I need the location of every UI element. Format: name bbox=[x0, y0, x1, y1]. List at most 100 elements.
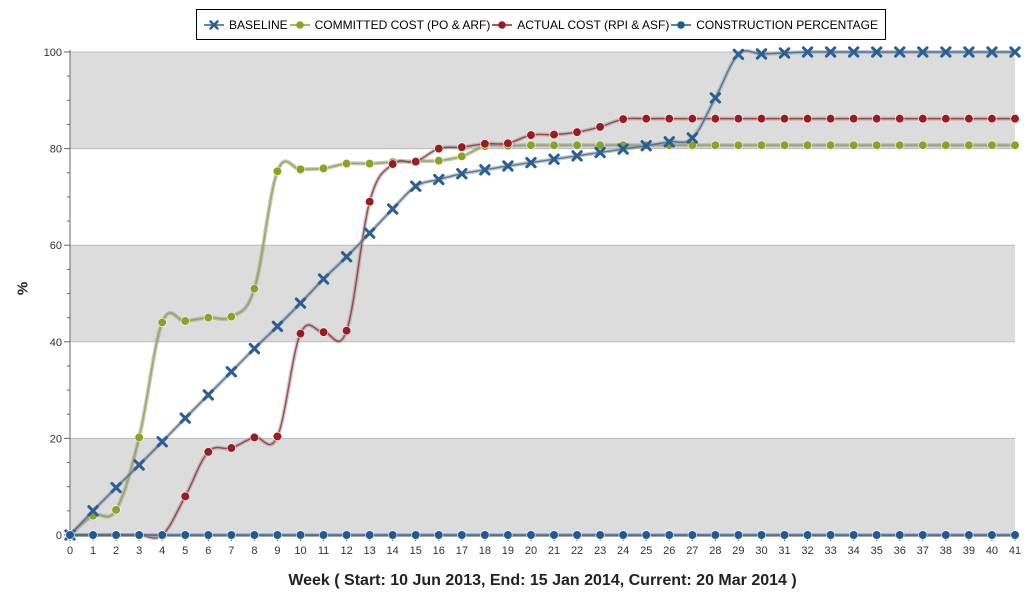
data-point bbox=[687, 530, 697, 540]
data-point bbox=[940, 46, 952, 58]
x-tick-label: 27 bbox=[686, 545, 698, 557]
data-point bbox=[340, 251, 353, 263]
data-point bbox=[549, 129, 559, 140]
data-point bbox=[595, 530, 605, 540]
legend-dot-icon bbox=[492, 20, 513, 29]
x-tick-label: 26 bbox=[663, 545, 675, 557]
data-point bbox=[133, 459, 145, 471]
x-tick-label: 3 bbox=[136, 545, 142, 557]
data-point bbox=[341, 326, 352, 336]
data-point bbox=[548, 153, 560, 165]
series-actual-cost-rpi-asf bbox=[65, 114, 1020, 541]
data-point bbox=[87, 505, 99, 517]
data-point bbox=[595, 122, 605, 132]
x-tick-label: 2 bbox=[113, 545, 119, 557]
data-point bbox=[318, 327, 329, 337]
data-point bbox=[479, 164, 491, 176]
x-tick-label: 11 bbox=[318, 545, 329, 557]
data-point bbox=[249, 432, 259, 443]
x-tick-label: 1 bbox=[90, 545, 96, 557]
data-point bbox=[365, 197, 375, 207]
y-tick-label: 40 bbox=[50, 337, 62, 349]
data-point bbox=[456, 168, 468, 180]
x-tick-label: 34 bbox=[848, 545, 860, 557]
x-tick-label: 0 bbox=[67, 545, 73, 557]
data-point bbox=[802, 530, 813, 540]
data-point bbox=[918, 530, 928, 540]
data-point bbox=[365, 530, 375, 540]
x-tick-label: 16 bbox=[433, 545, 445, 557]
data-point bbox=[1010, 114, 1020, 124]
data-point bbox=[433, 173, 445, 186]
x-tick-label: 5 bbox=[182, 545, 188, 557]
data-point bbox=[986, 46, 998, 58]
data-point bbox=[847, 46, 860, 58]
data-point bbox=[594, 146, 606, 159]
x-tick-label: 36 bbox=[894, 545, 906, 557]
data-point bbox=[710, 140, 720, 150]
data-point bbox=[525, 156, 537, 169]
data-point bbox=[964, 114, 974, 124]
data-point bbox=[871, 46, 883, 58]
data-point bbox=[88, 530, 98, 540]
y-tick-label: 100 bbox=[44, 47, 62, 59]
data-point bbox=[849, 114, 859, 124]
data-point bbox=[779, 530, 790, 540]
data-point bbox=[918, 140, 928, 150]
x-tick-label: 9 bbox=[274, 545, 280, 557]
y-axis-ticks: 0 20 40 60 80 100 bbox=[44, 47, 70, 542]
data-point bbox=[111, 530, 121, 540]
data-point bbox=[686, 132, 699, 144]
data-point bbox=[272, 166, 283, 176]
data-point bbox=[663, 136, 675, 148]
data-point bbox=[1010, 140, 1020, 150]
data-point bbox=[249, 530, 259, 540]
data-point bbox=[526, 140, 536, 150]
x-tick-label: 12 bbox=[340, 545, 352, 557]
data-point bbox=[179, 412, 191, 424]
series-baseline bbox=[64, 46, 1021, 541]
data-point bbox=[434, 530, 444, 540]
legend-cross-icon bbox=[203, 19, 224, 30]
data-point bbox=[617, 143, 629, 155]
data-point bbox=[526, 530, 536, 540]
data-point bbox=[549, 530, 559, 540]
grid-band bbox=[70, 438, 1015, 535]
x-tick-label: 17 bbox=[456, 545, 468, 557]
data-point bbox=[457, 151, 467, 161]
data-point bbox=[411, 530, 421, 540]
data-point bbox=[363, 227, 376, 239]
data-point bbox=[203, 530, 213, 540]
data-point bbox=[572, 127, 582, 137]
data-point bbox=[849, 530, 859, 540]
x-tick-label: 25 bbox=[640, 545, 652, 557]
data-point bbox=[503, 138, 513, 148]
data-point bbox=[226, 312, 236, 322]
legend: BASELINE COMMITTED COST (PO & ARF) ACTUAL … bbox=[196, 9, 886, 40]
data-point bbox=[895, 140, 905, 150]
data-point bbox=[987, 140, 997, 150]
data-point bbox=[225, 366, 238, 378]
x-tick-label: 32 bbox=[801, 545, 813, 557]
data-point bbox=[918, 114, 928, 124]
data-point bbox=[526, 130, 536, 140]
x-tick-label: 23 bbox=[594, 545, 606, 557]
data-point bbox=[895, 114, 905, 124]
data-point bbox=[572, 140, 582, 150]
data-point bbox=[180, 316, 190, 326]
data-point bbox=[778, 47, 791, 59]
data-point bbox=[732, 48, 745, 61]
data-point bbox=[756, 114, 767, 124]
data-point bbox=[826, 530, 836, 540]
data-point bbox=[249, 284, 259, 294]
data-point bbox=[756, 140, 767, 150]
data-point bbox=[963, 46, 975, 58]
data-point bbox=[457, 530, 467, 540]
data-point bbox=[917, 46, 929, 58]
series-layer bbox=[64, 46, 1021, 541]
y-tick-label: 80 bbox=[50, 144, 62, 156]
data-point bbox=[733, 530, 744, 540]
data-point bbox=[480, 530, 490, 540]
data-point bbox=[294, 297, 307, 309]
